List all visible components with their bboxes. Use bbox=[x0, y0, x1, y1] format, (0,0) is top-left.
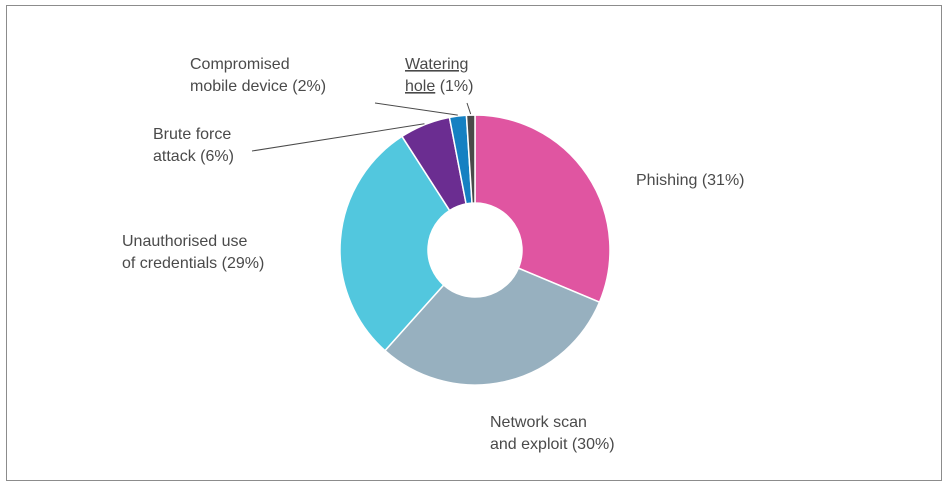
leader-line-watering-hole bbox=[466, 102, 472, 115]
label-watering-hole: Watering hole (1%) bbox=[405, 56, 473, 95]
slice-watering-hole bbox=[465, 114, 476, 204]
label-brute-force: Brute force attack (6%) bbox=[153, 126, 236, 165]
label-phishing: Phishing (31%) bbox=[636, 172, 745, 189]
label-phishing-line-1: Phishing (31%) bbox=[636, 172, 745, 189]
label-unauthorised-line-1: Unauthorised use bbox=[122, 233, 248, 250]
label-network-scan-line-2: and exploit (30%) bbox=[490, 436, 615, 453]
label-watering-percent: (1%) bbox=[435, 78, 473, 95]
label-brute-force-line-2: attack (6%) bbox=[153, 148, 234, 165]
slice-phishing bbox=[474, 114, 611, 304]
slice-unauthorised-use-of-credentials bbox=[339, 135, 451, 352]
label-unauthorised-line-2: of credentials (29%) bbox=[122, 255, 264, 272]
label-compromised-mobile: Compromised mobile device (2%) bbox=[190, 56, 326, 95]
chart-frame bbox=[6, 5, 942, 481]
slices-group bbox=[339, 114, 611, 386]
label-watering-underlined-word: hole bbox=[405, 78, 435, 95]
leader-lines-group bbox=[251, 102, 472, 152]
label-compromised-line-1: Compromised bbox=[190, 56, 290, 73]
slice-network-scan-and-exploit bbox=[383, 267, 601, 386]
label-brute-force-line-1: Brute force bbox=[153, 126, 231, 143]
label-network-scan: Network scan and exploit (30%) bbox=[490, 414, 615, 453]
label-unauthorised-credentials: Unauthorised use of credentials (29%) bbox=[122, 233, 264, 272]
leader-line-brute-force-attack bbox=[251, 123, 425, 152]
label-compromised-line-2: mobile device (2%) bbox=[190, 78, 326, 95]
leader-line-compromised-mobile-device bbox=[374, 102, 458, 116]
label-network-scan-line-1: Network scan bbox=[490, 414, 587, 431]
label-watering-line-1: Watering bbox=[405, 56, 468, 73]
label-watering-line-2: hole (1%) bbox=[405, 78, 473, 95]
